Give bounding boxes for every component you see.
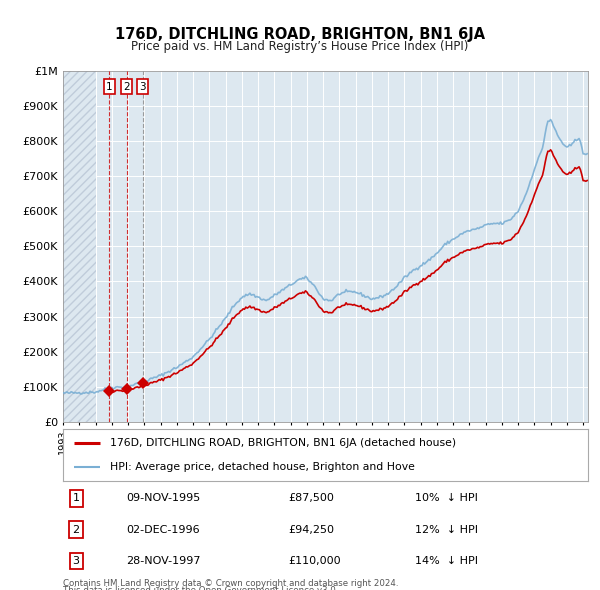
Text: 10%  ↓ HPI: 10% ↓ HPI (415, 493, 478, 503)
Text: 3: 3 (139, 81, 146, 91)
Text: 02-DEC-1996: 02-DEC-1996 (126, 525, 200, 535)
Text: 12%  ↓ HPI: 12% ↓ HPI (415, 525, 478, 535)
Text: 2: 2 (124, 81, 130, 91)
Text: 1: 1 (106, 81, 113, 91)
Text: £87,500: £87,500 (289, 493, 335, 503)
Text: Price paid vs. HM Land Registry’s House Price Index (HPI): Price paid vs. HM Land Registry’s House … (131, 40, 469, 53)
Text: 09-NOV-1995: 09-NOV-1995 (126, 493, 200, 503)
Text: 1: 1 (73, 493, 80, 503)
Text: This data is licensed under the Open Government Licence v3.0.: This data is licensed under the Open Gov… (63, 586, 338, 590)
Text: HPI: Average price, detached house, Brighton and Hove: HPI: Average price, detached house, Brig… (110, 462, 415, 472)
Text: 14%  ↓ HPI: 14% ↓ HPI (415, 556, 478, 566)
Text: 2: 2 (73, 525, 80, 535)
Text: 176D, DITCHLING ROAD, BRIGHTON, BN1 6JA (detached house): 176D, DITCHLING ROAD, BRIGHTON, BN1 6JA … (110, 438, 457, 448)
Text: 176D, DITCHLING ROAD, BRIGHTON, BN1 6JA: 176D, DITCHLING ROAD, BRIGHTON, BN1 6JA (115, 27, 485, 42)
Text: 28-NOV-1997: 28-NOV-1997 (126, 556, 200, 566)
Text: £94,250: £94,250 (289, 525, 335, 535)
Text: Contains HM Land Registry data © Crown copyright and database right 2024.: Contains HM Land Registry data © Crown c… (63, 579, 398, 588)
Text: £110,000: £110,000 (289, 556, 341, 566)
Text: 3: 3 (73, 556, 80, 566)
Bar (63, 71, 95, 422)
